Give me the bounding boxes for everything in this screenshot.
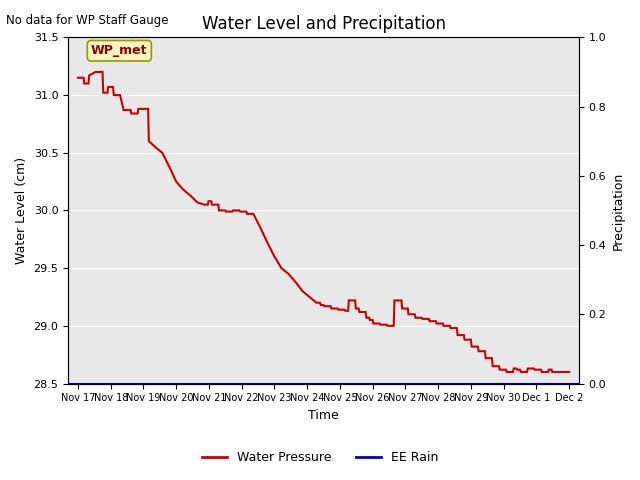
Text: WP_met: WP_met: [91, 44, 148, 57]
Y-axis label: Precipitation: Precipitation: [612, 171, 625, 250]
Legend: Water Pressure, EE Rain: Water Pressure, EE Rain: [196, 446, 444, 469]
X-axis label: Time: Time: [308, 409, 339, 422]
Text: No data for WP Staff Gauge: No data for WP Staff Gauge: [6, 14, 169, 27]
Title: Water Level and Precipitation: Water Level and Precipitation: [202, 15, 445, 33]
Y-axis label: Water Level (cm): Water Level (cm): [15, 157, 28, 264]
